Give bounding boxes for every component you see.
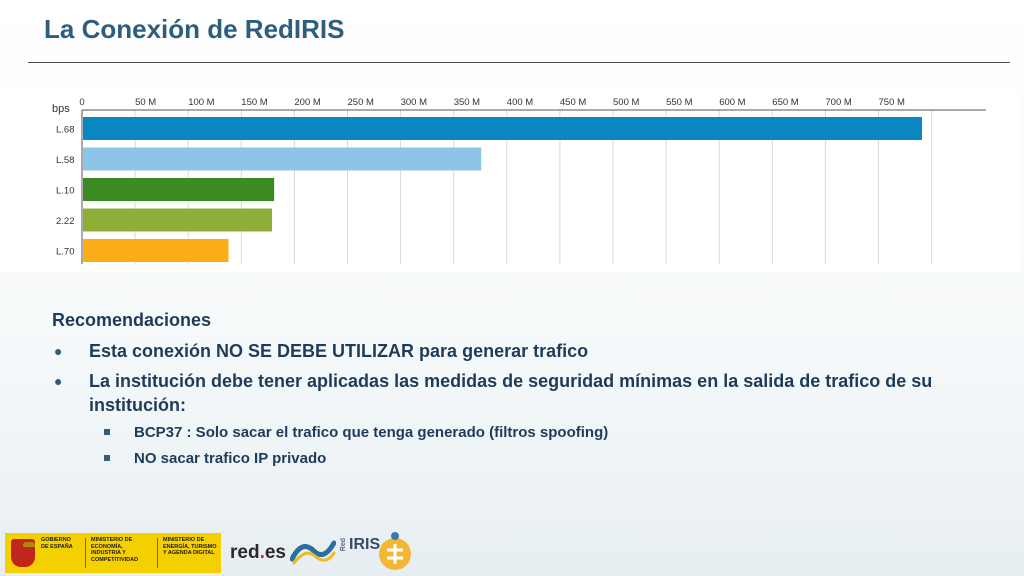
ministry-energy-label: MINISTERIO DE ENERGÍA, TURISMO Y AGENDA … (163, 537, 217, 556)
redes-logo-dot: . (259, 542, 265, 563)
chart-x-tick-label: 50 M (135, 97, 156, 108)
bandwidth-chart: bps 0 50 M 100 M 150 M 200 M 250 M 300 M 350 M 40… (0, 86, 1020, 272)
logo-separator (157, 538, 158, 568)
chart-category-label: 2.22 (56, 216, 75, 227)
chart-x-tick-label: 300 M (401, 97, 427, 108)
rediris-logo-small: Red (340, 538, 347, 552)
chart-category-label: L.70 (56, 247, 75, 258)
recommendation-text: La institución debe tener aplicadas las … (89, 371, 933, 415)
coat-of-arms-icon (11, 539, 35, 567)
recommendations-section: Recomendaciones ● Esta conexión NO SE DE… (52, 310, 992, 475)
square-bullet-icon (104, 429, 110, 435)
recommendation-subitem: NO sacar trafico IP privado (52, 449, 992, 469)
subitem-text: NO sacar trafico IP privado (134, 450, 327, 467)
circle-logo-icon (379, 532, 411, 570)
redes-logo-text: red (230, 542, 260, 563)
chart-x-tick-label: 450 M (560, 97, 586, 108)
chart-bar (83, 239, 229, 262)
chart-bar (83, 208, 273, 232)
recommendation-item: ● La institución debe tener aplicadas la… (52, 369, 992, 417)
swirl-logo-icon (290, 540, 336, 565)
chart-category-label: L.58 (56, 155, 75, 166)
chart-bar (83, 117, 922, 140)
page-title: La Conexión de RedIRIS (44, 14, 345, 44)
chart-x-tick-label: 350 M (454, 97, 480, 108)
government-logo: GOBIERNO DE ESPAÑA MINISTERIO DE ECONOMÍ… (5, 533, 221, 573)
chart-x-tick-label: 550 M (666, 97, 692, 108)
chart-category-label: L.68 (56, 125, 75, 136)
recommendation-subitem: BCP37 : Solo sacar el trafico que tenga … (52, 423, 992, 443)
chart-x-tick-label: 750 M (879, 97, 905, 108)
footer-logos: GOBIERNO DE ESPAÑA MINISTERIO DE ECONOMÍ… (0, 528, 1024, 576)
rediris-logo: Red IRIS (340, 536, 380, 554)
bullet-icon: ● (54, 373, 63, 389)
chart-x-tick-label: 0 (79, 97, 84, 108)
chart-category-label: L.10 (56, 186, 75, 197)
redes-logo: red.es (230, 542, 286, 564)
logo-separator (85, 538, 86, 568)
ministry-economy-label: MINISTERIO DE ECONOMÍA, INDUSTRIA Y COMP… (91, 537, 139, 563)
subitem-text: BCP37 : Solo sacar el trafico que tenga … (134, 424, 609, 441)
square-bullet-icon (104, 455, 110, 461)
chart-x-tick-label: 650 M (772, 97, 798, 108)
chart-x-tick-label: 100 M (188, 97, 214, 108)
bullet-icon: ● (54, 343, 63, 359)
chart-x-tick-label: 150 M (241, 97, 267, 108)
gov-label: GOBIERNO DE ESPAÑA (41, 537, 73, 550)
recommendations-heading: Recomendaciones (52, 310, 212, 330)
chart-bar (83, 178, 275, 201)
rediris-logo-text: IRIS (349, 536, 381, 553)
chart-x-tick-label: 250 M (348, 97, 374, 108)
chart-x-tick-label: 200 M (294, 97, 320, 108)
bandwidth-chart-svg: bps 0 50 M 100 M 150 M 200 M 250 M 300 M 350 M 40… (52, 97, 986, 264)
title-divider (28, 62, 1010, 63)
recommendation-item: ● Esta conexión NO SE DEBE UTILIZAR para… (52, 339, 992, 363)
chart-x-tick-label: 400 M (507, 97, 533, 108)
chart-x-tick-label: 600 M (719, 97, 745, 108)
recommendation-text: Esta conexión NO SE DEBE UTILIZAR para g… (89, 341, 589, 361)
chart-bar (83, 147, 482, 171)
redes-logo-es: es (264, 542, 286, 563)
chart-x-tick-label: 500 M (613, 97, 639, 108)
chart-x-tick-label: 700 M (825, 97, 851, 108)
chart-unit-label: bps (52, 103, 70, 115)
